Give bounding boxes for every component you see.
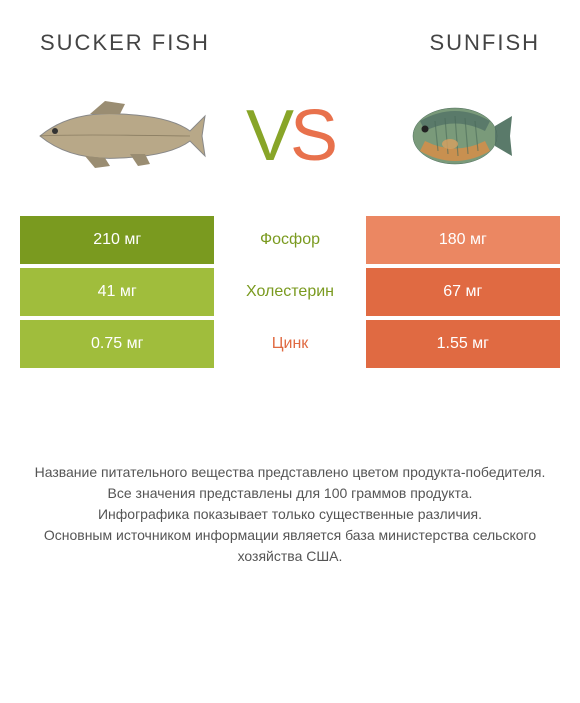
vs-label: VS (246, 100, 334, 172)
footer-line: Основным источником информации является … (30, 525, 550, 567)
left-value-cell: 210 мг (20, 216, 214, 264)
sucker-fish-icon (30, 86, 210, 186)
right-value-cell: 67 мг (366, 268, 560, 316)
left-product-title: Sucker fish (40, 30, 210, 56)
sunfish-icon (370, 86, 550, 186)
nutrient-label: Цинк (214, 320, 365, 368)
right-product-title: Sunfish (429, 30, 540, 56)
infographic-container: Sucker fish Sunfish VS (0, 0, 580, 703)
nutrient-row: 41 мг Холестерин 67 мг (20, 268, 560, 316)
header-row: Sucker fish Sunfish (20, 30, 560, 66)
comparison-table: 210 мг Фосфор 180 мг 41 мг Холестерин 67… (20, 216, 560, 372)
vs-s-letter: S (290, 96, 334, 176)
vs-v-letter: V (246, 96, 290, 176)
footer-line: Все значения представлены для 100 граммо… (30, 483, 550, 504)
footer-line: Инфографика показывает только существенн… (30, 504, 550, 525)
nutrient-label: Холестерин (214, 268, 365, 316)
right-value-cell: 1.55 мг (366, 320, 560, 368)
nutrient-row: 210 мг Фосфор 180 мг (20, 216, 560, 264)
footer-description: Название питательного вещества представл… (20, 462, 560, 567)
left-value-cell: 0.75 мг (20, 320, 214, 368)
left-value-cell: 41 мг (20, 268, 214, 316)
images-row: VS (20, 66, 560, 216)
nutrient-row: 0.75 мг Цинк 1.55 мг (20, 320, 560, 368)
nutrient-label: Фосфор (214, 216, 365, 264)
right-value-cell: 180 мг (366, 216, 560, 264)
footer-line: Название питательного вещества представл… (30, 462, 550, 483)
